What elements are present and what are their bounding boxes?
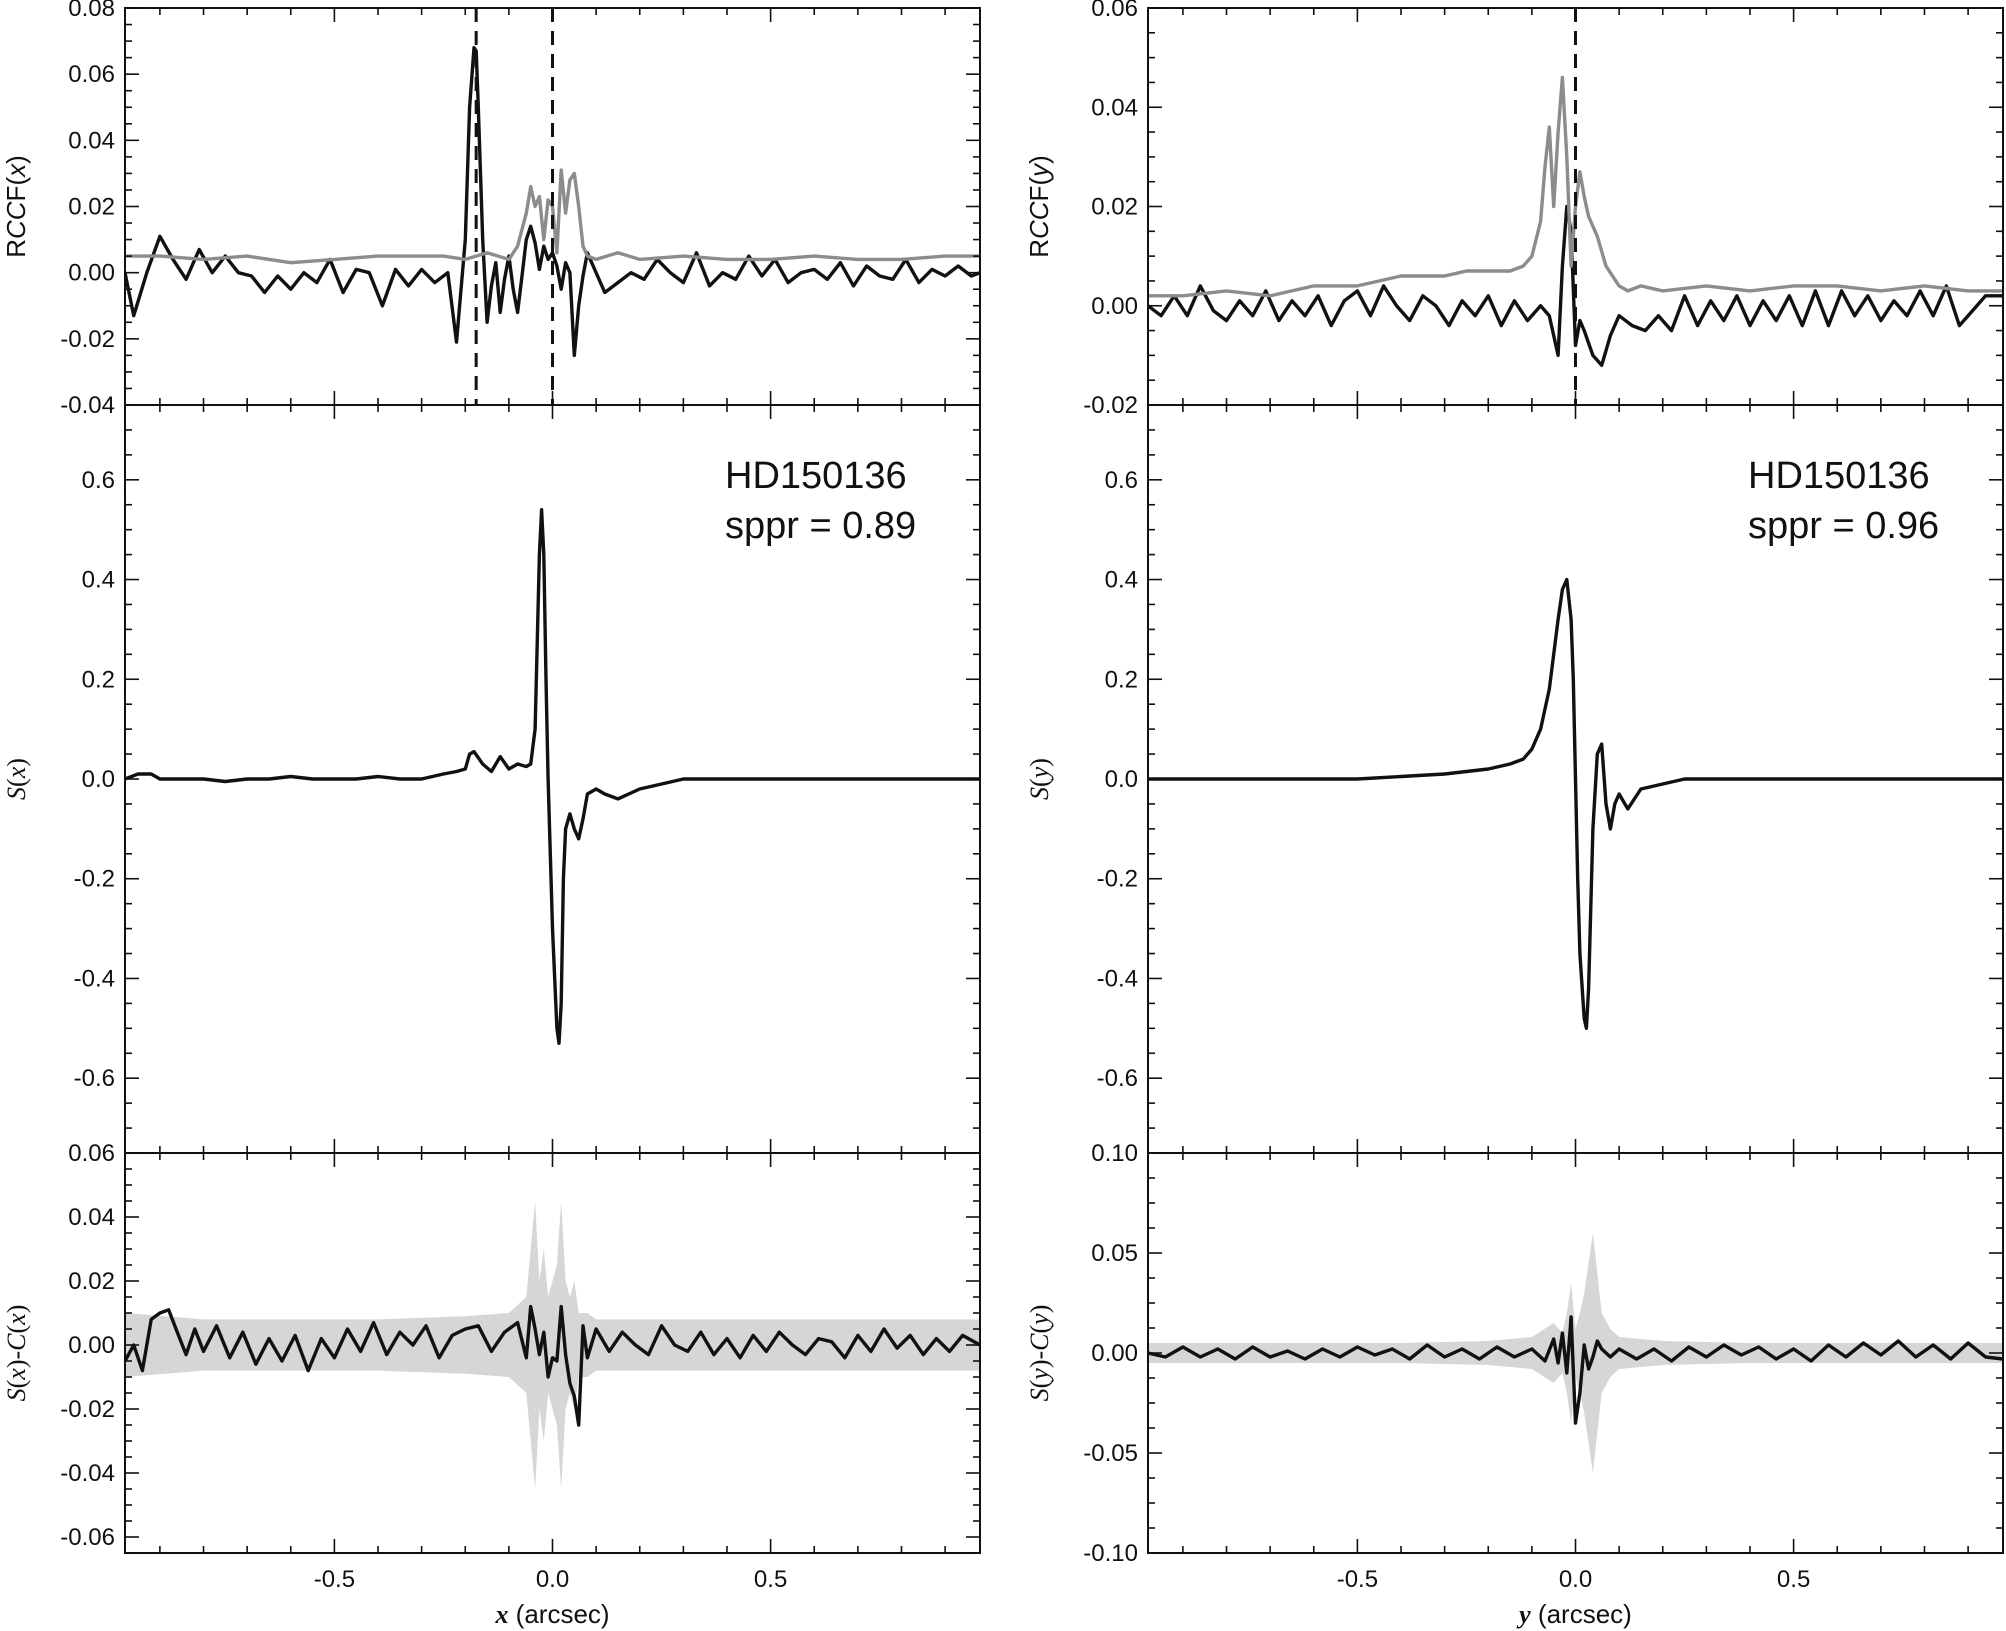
y-tick-label: -0.06 (60, 1524, 115, 1551)
plot-area (1148, 8, 2003, 405)
y-tick-label: -0.6 (1097, 1065, 1138, 1092)
y-tick-label: 0.02 (68, 194, 115, 221)
plot-area (1148, 577, 2003, 1030)
y-tick-label: 0.4 (1105, 567, 1138, 594)
y-tick-label: 0.00 (1091, 1340, 1138, 1367)
y-tick-label: -0.4 (1097, 965, 1138, 992)
y-tick-label: 0.02 (68, 1268, 115, 1295)
panel-rccf-x: 0.08 0.06 0.04 0.02 0.00 -0.02 -0.04 RCCF(x) (1, 0, 981, 419)
series-line-0 (125, 1304, 980, 1427)
x-tick-label: 0.0 (1559, 1566, 1592, 1593)
x-axis-title: x (arcsec) (494, 1599, 609, 1629)
y-tick-label: 0.05 (1091, 1240, 1138, 1267)
y-tick-label: 0.04 (68, 127, 115, 154)
y-tick-label: 0.00 (68, 260, 115, 287)
annotation-star-name: HD150136 (725, 455, 907, 497)
panel-s-y: 0.6 0.4 0.2 0.0 -0.2 -0.4 -0.6 S(y) HD150136 sppr… (1025, 404, 2004, 1154)
y-tick-label: 0.00 (1091, 293, 1138, 320)
series-line-1 (1148, 75, 2003, 298)
plot-area (125, 8, 980, 405)
y-tick-label: 0.06 (68, 61, 115, 88)
series-line-0 (1148, 577, 2003, 1030)
y-axis-title: S(x)-C(x) (2, 1305, 31, 1402)
y-axis-title: RCCF(y) (1024, 155, 1054, 258)
series-line-0 (1148, 1315, 2003, 1425)
y-tick-label: -0.04 (60, 1460, 115, 1487)
annotation-sppr: sppr = 0.89 (725, 505, 916, 547)
y-axis-title: S(y) (1025, 758, 1054, 800)
x-tick-label: 0.5 (754, 1566, 787, 1593)
x-tick-label: -0.5 (1337, 1566, 1378, 1593)
y-tick-label: -0.2 (1097, 866, 1138, 893)
y-tick-label: -0.2 (74, 866, 115, 893)
plot-area (1148, 1233, 2003, 1473)
uncertainty-band (125, 1201, 980, 1489)
y-axis-title: S(x) (2, 758, 31, 800)
y-tick-label: -0.02 (60, 1396, 115, 1423)
y-axis-title: RCCF(x) (1, 155, 31, 258)
panel-s-x: 0.6 0.4 0.2 0.0 -0.2 -0.4 -0.6 S(x) HD150136 sppr… (2, 404, 981, 1154)
y-tick-label: 0.6 (82, 467, 115, 494)
x-tick-label: 0.5 (1777, 1566, 1810, 1593)
y-tick-label: 0.2 (82, 666, 115, 693)
y-tick-label: 0.04 (1091, 94, 1138, 121)
y-tick-label: 0.04 (68, 1204, 115, 1231)
x-tick-label: 0.0 (536, 1566, 569, 1593)
x-axis-title: y (arcsec) (1516, 1599, 1632, 1629)
series-line-1 (125, 168, 980, 265)
y-tick-label: -0.04 (60, 392, 115, 419)
panel-residual-y: 0.10 0.05 0.00 -0.05 -0.10 -0.5 0.0 0.5 S(y)-C(y… (1025, 1140, 2004, 1629)
plot-area (125, 1201, 980, 1489)
y-tick-label: 0.6 (1105, 467, 1138, 494)
plot-area (125, 508, 980, 1045)
y-tick-label: 0.0 (1105, 766, 1138, 793)
y-tick-label: 0.0 (82, 766, 115, 793)
y-tick-label: 0.06 (1091, 0, 1138, 22)
series-line-0 (1148, 204, 2003, 367)
y-tick-label: 0.06 (68, 1140, 115, 1167)
y-tick-label: -0.02 (60, 326, 115, 353)
x-tick-label: -0.5 (314, 1566, 355, 1593)
y-tick-label: -0.10 (1083, 1540, 1138, 1567)
series-line-0 (125, 46, 980, 358)
y-tick-label: -0.05 (1083, 1440, 1138, 1467)
y-tick-label: 0.4 (82, 567, 115, 594)
panel-residual-x: 0.06 0.04 0.02 0.00 -0.02 -0.04 -0.06 -0.5 0.0 0.… (2, 1140, 981, 1629)
y-tick-label: -0.4 (74, 965, 115, 992)
y-tick-label: -0.02 (1083, 392, 1138, 419)
panel-rccf-y: 0.06 0.04 0.02 0.00 -0.02 RCCF(y) (1024, 0, 2004, 419)
y-tick-label: 0.10 (1091, 1140, 1138, 1167)
uncertainty-band (1148, 1233, 2003, 1473)
y-tick-label: 0.2 (1105, 666, 1138, 693)
y-tick-label: 0.08 (68, 0, 115, 22)
y-tick-label: -0.6 (74, 1065, 115, 1092)
series-line-0 (125, 508, 980, 1045)
annotation-sppr: sppr = 0.96 (1748, 505, 1939, 547)
y-axis-title: S(y)-C(y) (1025, 1305, 1054, 1402)
annotation-star-name: HD150136 (1748, 455, 1930, 497)
y-tick-label: 0.00 (68, 1332, 115, 1359)
y-tick-label: 0.02 (1091, 194, 1138, 221)
